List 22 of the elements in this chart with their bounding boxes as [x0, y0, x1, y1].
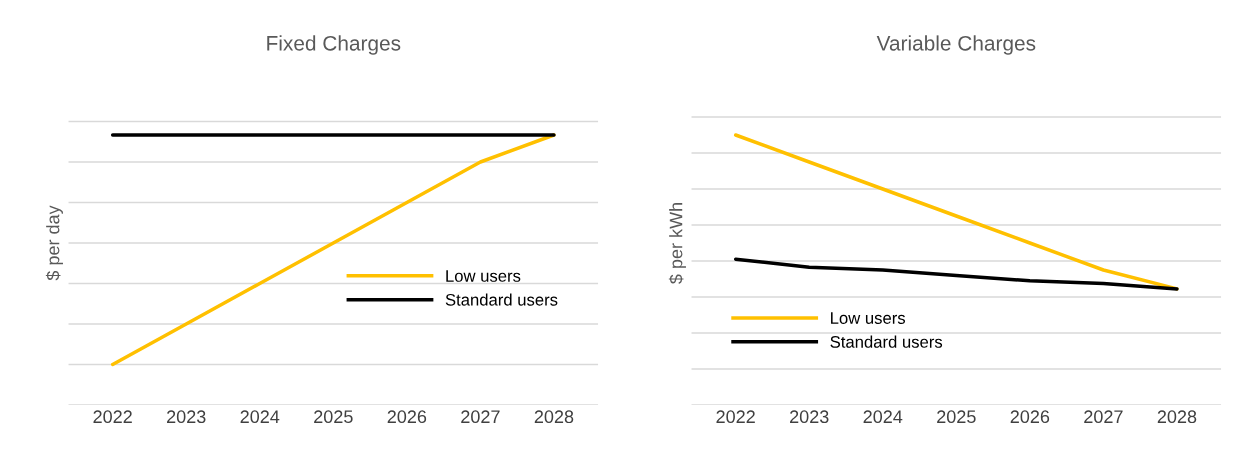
- x-tick-label: 2022: [93, 410, 132, 424]
- y-axis-title: $ per day: [45, 205, 63, 281]
- x-tick-label: 2027: [1084, 410, 1123, 424]
- x-tick-label: 2024: [240, 410, 280, 424]
- x-tick-label: 2026: [387, 410, 427, 424]
- x-tick-label: 2028: [1157, 410, 1197, 424]
- x-tick-label: 2028: [534, 410, 574, 424]
- x-tick-label: 2025: [314, 410, 353, 424]
- legend-label: Standard users: [830, 335, 943, 348]
- x-tick-label: 2027: [461, 410, 500, 424]
- chart-title: Variable Charges: [876, 35, 1036, 55]
- legend-label: Low users: [446, 270, 521, 282]
- x-tick-label: 2026: [1010, 410, 1050, 424]
- x-tick-label: 2025: [937, 410, 976, 424]
- chart-title: Fixed Charges: [267, 35, 401, 55]
- legend-label: Standard users: [445, 293, 558, 306]
- legend-label: Low users: [831, 312, 906, 324]
- x-tick-label: 2022: [716, 410, 755, 424]
- y-axis-title: $ per kWh: [668, 203, 686, 284]
- x-tick-label: 2024: [863, 410, 903, 424]
- x-tick-label: 2023: [790, 410, 829, 424]
- x-tick-label: 2023: [167, 410, 206, 424]
